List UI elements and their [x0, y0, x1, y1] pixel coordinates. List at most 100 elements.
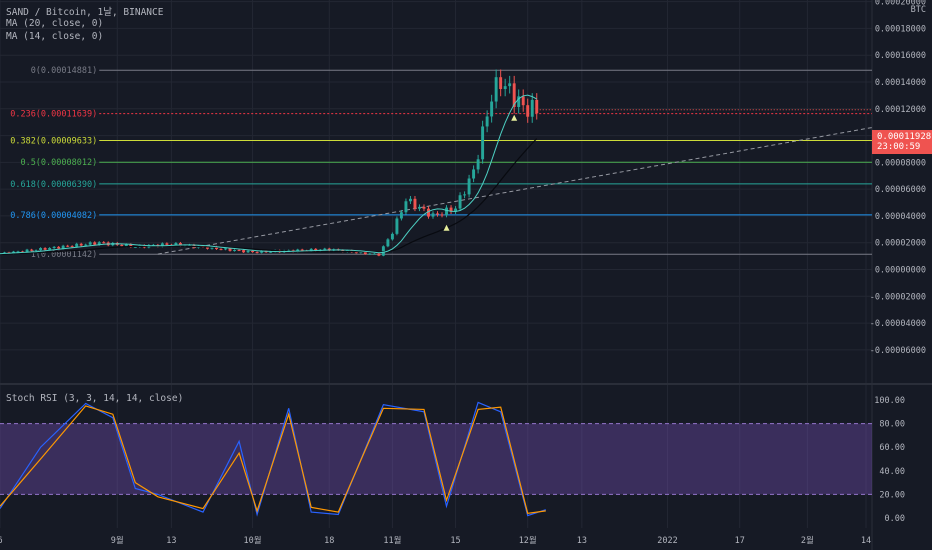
candle-body: [16, 251, 20, 253]
fib-level-label: 0.786(0.00004082): [10, 211, 97, 221]
candle-body: [458, 195, 462, 209]
candle-body: [372, 253, 376, 255]
candle-body: [535, 99, 539, 114]
rsi-axis-label: 80.00: [879, 420, 905, 430]
candle-body: [472, 169, 476, 179]
candle-body: [43, 248, 47, 250]
candle-body: [61, 245, 65, 249]
candle-body: [499, 77, 503, 90]
candle-body: [413, 198, 417, 209]
candle-body: [75, 243, 79, 247]
fib-level-label: 1(0.00001142): [31, 250, 98, 260]
candle-body: [25, 249, 29, 253]
candle-body: [368, 253, 372, 255]
candle-body: [84, 244, 88, 246]
candle-body: [228, 248, 232, 251]
candle-body: [431, 213, 435, 217]
price-axis-label: 0.00020000: [875, 0, 926, 8]
candle-body: [517, 96, 521, 108]
candle-body: [476, 159, 480, 170]
candle-body: [120, 244, 124, 247]
candle-body: [255, 252, 259, 254]
candle-body: [34, 250, 38, 252]
rsi-axis-label: 100.00: [874, 396, 905, 406]
bar-countdown: 23:00:59: [877, 142, 921, 152]
candle-body: [48, 247, 52, 250]
candle-body: [463, 194, 467, 196]
stoch-rsi-legend: Stoch RSI (3, 3, 14, 14, close): [6, 393, 184, 404]
fib-level-label: 0(0.00014881): [31, 66, 98, 76]
fib-level-label: 0.236(0.00011639): [10, 110, 97, 120]
candle-body: [445, 207, 448, 216]
candle-body: [93, 242, 97, 245]
candle-body: [323, 248, 327, 250]
candle-body: [354, 252, 358, 254]
candle-body: [260, 250, 264, 253]
rsi-axis-label: 40.00: [879, 467, 905, 477]
candle-body: [124, 244, 128, 247]
candle-body: [314, 248, 318, 251]
fib-level-label: 0.5(0.00008012): [20, 158, 97, 168]
time-axis-label: 9월: [111, 535, 124, 546]
candle-body: [79, 243, 83, 246]
candle-body: [449, 207, 453, 212]
candle-body: [300, 249, 304, 251]
fib-level-label: 0.618(0.00006390): [10, 180, 97, 190]
candle-body: [52, 246, 56, 248]
candle-body: [215, 246, 218, 250]
ma14-legend: MA (14, close, 0): [6, 31, 104, 42]
price-axis-label: -0.00006000: [870, 346, 926, 356]
candle-body: [422, 206, 426, 209]
candle-body: [133, 246, 137, 248]
time-axis-label: 15: [450, 536, 460, 546]
price-axis-label: 0.00012000: [875, 105, 926, 115]
candle-body: [237, 250, 241, 252]
candle-body: [219, 249, 223, 251]
candle-body: [408, 198, 412, 202]
candle-body: [70, 246, 74, 248]
candle-body: [363, 251, 367, 255]
candle-body: [206, 246, 209, 249]
candle-body: [246, 250, 250, 253]
time-axis-label: 2월: [801, 535, 814, 546]
candle-body: [530, 99, 534, 117]
candle-body: [395, 218, 399, 234]
candle-body: [440, 214, 444, 216]
candle-body: [66, 245, 70, 247]
time-axis-label: 14: [861, 536, 871, 546]
candle-body: [242, 250, 246, 253]
candle-body: [233, 250, 237, 252]
candle-body: [97, 242, 101, 245]
price-axis-label: 0.00016000: [875, 51, 926, 61]
candle-body: [399, 212, 403, 219]
candle-body: [39, 248, 43, 251]
last-price-tag: 0.00011928 23:00:59: [872, 130, 932, 154]
candle-body: [521, 96, 525, 106]
candle-body: [494, 77, 498, 102]
candle-body: [381, 246, 385, 256]
candle-body: [341, 250, 345, 252]
time-axis-label: 17: [735, 536, 745, 546]
time-axis-label: 11월: [383, 535, 401, 546]
time-axis-label: 13: [166, 536, 176, 546]
candle-body: [174, 243, 178, 245]
time-axis-label: 13: [577, 536, 587, 546]
candle-body: [129, 244, 133, 248]
candle-body: [224, 248, 227, 250]
candle-body: [512, 83, 516, 108]
candle-body: [390, 233, 394, 240]
price-axis-label: -0.00004000: [870, 319, 926, 329]
candle-body: [418, 206, 421, 209]
candle-body: [359, 251, 363, 253]
candle-body: [508, 83, 512, 87]
rsi-axis-label: 20.00: [879, 490, 905, 500]
fib-level-label: 0.382(0.00009633): [10, 136, 97, 146]
rsi-axis-label: 0.00: [885, 514, 905, 524]
candle-body: [102, 242, 106, 244]
symbol-title: SAND / Bitcoin, 1날, BINANCE: [6, 7, 164, 18]
time-axis-label: 12월: [519, 535, 537, 546]
candle-body: [404, 201, 408, 213]
candle-body: [485, 116, 489, 127]
price-axis-label: 0.00000000: [875, 266, 926, 276]
